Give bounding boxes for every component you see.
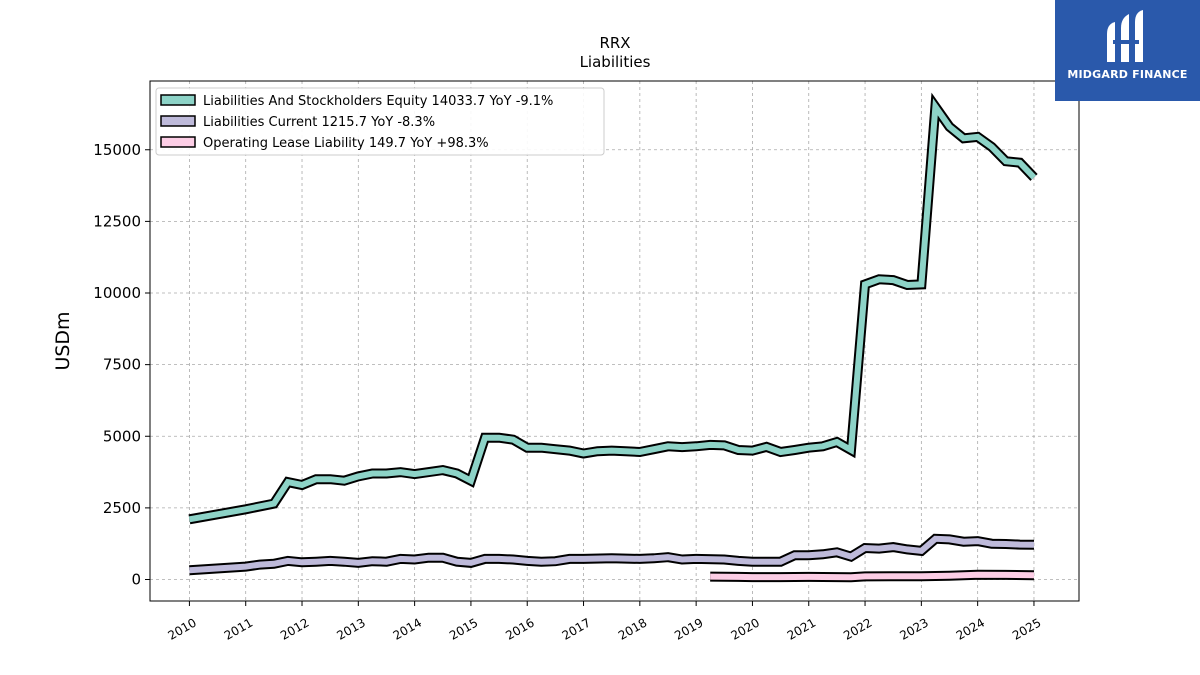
legend-swatch: [160, 115, 196, 127]
x-tick-label: 2012: [278, 615, 311, 642]
plot-area-frame: [149, 80, 1080, 602]
y-tick-label: 15000: [93, 141, 141, 159]
legend-label: Operating Lease Liability 149.7 YoY +98.…: [203, 136, 489, 151]
y-tick-label: 2500: [103, 499, 141, 517]
legend-label: Liabilities And Stockholders Equity 1403…: [203, 94, 553, 109]
grid: [150, 81, 1079, 601]
x-tick-label: 2013: [334, 615, 367, 642]
brand-name: MIDGARD FINANCE: [1067, 68, 1188, 81]
x-tick-label: 2022: [841, 615, 874, 642]
series-line: [189, 535, 1035, 574]
x-tick-label: 2018: [616, 615, 649, 642]
series-line: [188, 98, 1037, 523]
legend-swatch: [160, 136, 196, 148]
brand-logo: MIDGARD FINANCE: [1055, 0, 1200, 101]
legend-swatch: [160, 94, 196, 106]
x-tick-label: 2015: [447, 615, 480, 642]
y-tick-label: 12500: [93, 212, 141, 230]
y-tick-label: 7500: [103, 356, 141, 374]
legend: Liabilities And Stockholders Equity 1403…: [155, 87, 605, 156]
x-tick-label: 2021: [785, 615, 818, 642]
legend-label: Liabilities Current 1215.7 YoY -8.3%: [203, 115, 435, 130]
x-tick-label: 2023: [897, 615, 930, 642]
x-tick-label: 2011: [222, 615, 255, 642]
x-tick-label: 2016: [503, 615, 536, 642]
series-line-outline: [188, 92, 1038, 525]
y-tick-label: 10000: [93, 284, 141, 302]
midgard-logo-icon: [1107, 10, 1143, 62]
x-tick-label: 2025: [1010, 615, 1043, 642]
y-tick-label: 5000: [103, 427, 141, 445]
x-tick-label: 2019: [672, 615, 705, 642]
x-tick-label: 2010: [165, 615, 198, 642]
chart-subtitle: Liabilities: [580, 53, 651, 71]
y-axis-label: USDm: [52, 311, 74, 370]
x-tick-label: 2020: [728, 615, 761, 642]
series-group: [188, 92, 1038, 583]
x-tick-label: 2014: [391, 615, 424, 642]
legend-box: [155, 87, 605, 156]
y-tick-label: 0: [131, 571, 141, 589]
series-line-outline: [189, 533, 1035, 576]
x-tick-label: 2017: [560, 615, 593, 642]
chart-title: RRX: [599, 34, 630, 52]
series-line: [710, 571, 1035, 581]
x-tick-label: 2024: [954, 615, 987, 642]
